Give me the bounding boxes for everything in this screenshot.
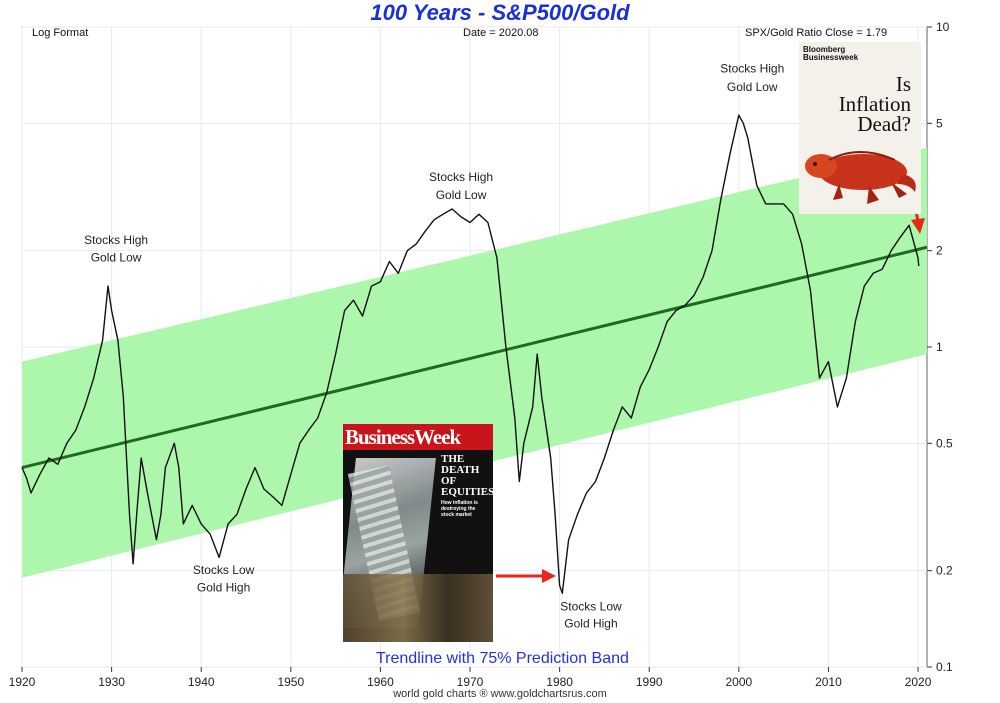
date-label: Date = 2020.08 xyxy=(463,27,539,39)
x-tick-label: 1970 xyxy=(457,675,484,689)
x-tick-label: 1950 xyxy=(277,675,304,689)
annotation-label: Stocks Low xyxy=(193,563,255,577)
death-of-equities-headline: THE DEATH OF EQUITIES xyxy=(441,453,493,498)
y-tick-label: 0.1 xyxy=(936,660,953,674)
x-tick-label: 2000 xyxy=(725,675,752,689)
x-tick-label: 1990 xyxy=(636,675,663,689)
annotation-label: Gold Low xyxy=(727,80,778,94)
businessweek-cover: BusinessWeek THE DEATH OF EQUITIES How i… xyxy=(343,424,493,642)
y-tick-label: 5 xyxy=(936,116,943,130)
annotations: Stocks High Gold Low Stocks Low Gold High St… xyxy=(84,62,784,631)
y-tick-label: 0.5 xyxy=(936,436,953,450)
x-tick-label: 1920 xyxy=(9,675,36,689)
dragon-illustration xyxy=(805,151,916,204)
businessweek-masthead: BusinessWeek xyxy=(345,425,461,449)
x-axis-ticks: 1920 1930 1940 1950 1960 1970 1980 1990 2000 2010… xyxy=(9,667,932,689)
bloomberg-masthead: Bloomberg Businessweek xyxy=(803,45,859,62)
annotation-label: Stocks High xyxy=(429,170,493,184)
bloomberg-cover: Bloomberg Businessweek Is Inflation Dead… xyxy=(799,42,921,214)
y-tick-label: 10 xyxy=(936,20,950,34)
inflation-dead-headline: Is Inflation Dead? xyxy=(838,72,911,136)
red-arrow-1980 xyxy=(496,569,556,583)
chart-title: 100 Years - S&P500/Gold xyxy=(370,0,630,25)
x-tick-label: 2010 xyxy=(815,675,842,689)
y-tick-label: 0.2 xyxy=(936,564,953,578)
y-tick-label: 1 xyxy=(936,340,943,354)
death-of-equities-subhead: How inflation is destroying the stock ma… xyxy=(441,500,478,518)
x-tick-label: 1930 xyxy=(98,675,125,689)
annotation-label: Stocks High xyxy=(84,233,148,247)
ratio-close-label: SPX/Gold Ratio Close = 1.79 xyxy=(745,27,888,39)
annotation-label: Gold Low xyxy=(436,188,487,202)
annotation-label: Stocks High xyxy=(720,62,784,76)
annotation-label: Gold High xyxy=(564,616,617,630)
footer-credit: world gold charts ® www.goldchartsrus.co… xyxy=(393,688,607,700)
y-axis-ticks: 0.1 0.2 0.5 1 2 5 10 xyxy=(927,20,953,674)
annotation-label: Gold High xyxy=(197,581,250,595)
x-tick-label: 1960 xyxy=(367,675,394,689)
x-tick-label: 1980 xyxy=(546,675,573,689)
annotation-label: Gold Low xyxy=(91,251,142,265)
annotation-label: Stocks Low xyxy=(560,600,622,614)
x-tick-label: 2020 xyxy=(905,675,932,689)
trendline xyxy=(21,245,928,470)
log-format-label: Log Format xyxy=(32,27,89,39)
prediction-band xyxy=(22,147,927,578)
spx-gold-ratio-line xyxy=(21,114,920,594)
trendline-band-label: Trendline with 75% Prediction Band xyxy=(376,650,629,667)
x-tick-label: 1940 xyxy=(188,675,215,689)
y-tick-label: 2 xyxy=(936,244,943,258)
